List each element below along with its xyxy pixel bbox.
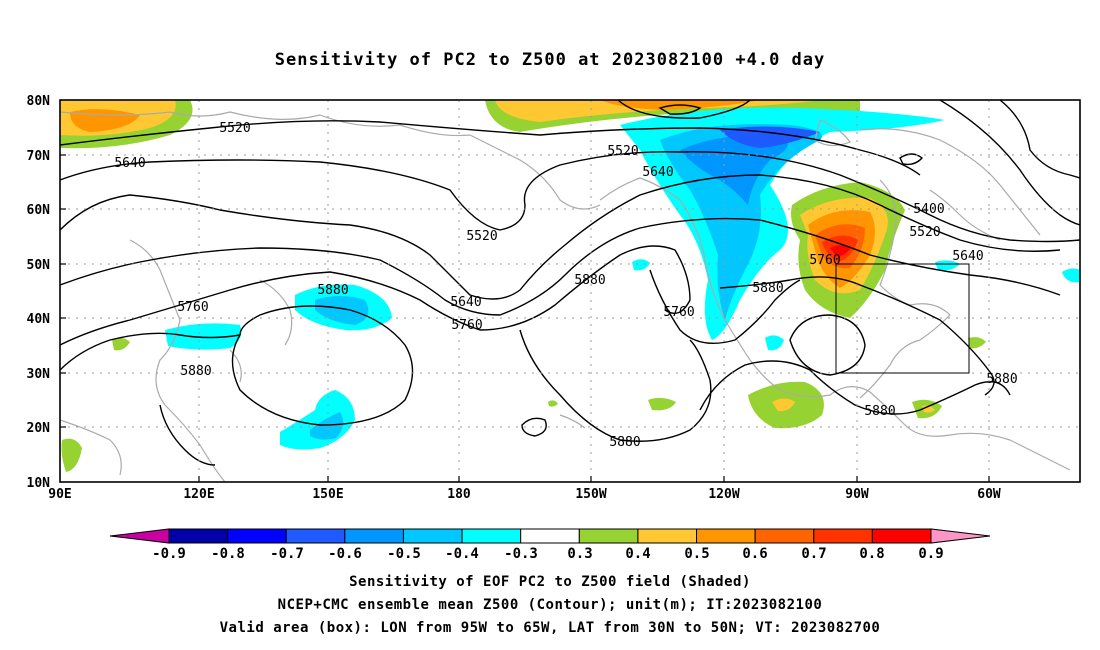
lat-tick-label: 30N xyxy=(27,367,51,382)
colorbar-segment xyxy=(696,528,756,544)
lat-axis-labels: 10N 20N 30N 40N 50N 60N 70N 80N xyxy=(27,94,51,491)
contour-label: 5760 xyxy=(451,318,482,333)
colorbar-segment xyxy=(461,528,522,544)
colorbar-label: 0.9 xyxy=(918,546,943,562)
lon-tick-label: 150E xyxy=(312,487,343,502)
lon-tick-label: 150W xyxy=(575,487,606,502)
axis-ticks xyxy=(60,154,990,482)
colorbar-label: -0.7 xyxy=(270,546,304,562)
lat-tick-label: 70N xyxy=(27,149,51,164)
contour-label: 5880 xyxy=(180,364,211,379)
colorbar-label: 0.7 xyxy=(801,546,826,562)
contour-label: 5760 xyxy=(663,305,694,320)
contour-label: 5640 xyxy=(450,295,481,310)
colorbar-label: 0.8 xyxy=(859,546,884,562)
colorbar-label: 0.5 xyxy=(684,546,709,562)
contour-label: 5880 xyxy=(574,273,605,288)
contour-label: 5640 xyxy=(642,165,673,180)
colorbar-segment xyxy=(285,528,346,544)
lon-tick-label: 180 xyxy=(447,487,471,502)
contour-label: 5880 xyxy=(986,372,1017,387)
colorbar-label: -0.8 xyxy=(211,546,245,562)
colorbar-segment xyxy=(578,528,639,544)
lon-tick-label: 120W xyxy=(708,487,739,502)
colorbar-segment xyxy=(520,528,580,544)
lat-tick-label: 50N xyxy=(27,258,51,273)
lon-axis-labels: 90E 120E 150E 180 150W 120W 90W 60W xyxy=(48,487,1001,502)
colorbar-label: -0.6 xyxy=(328,546,362,562)
colorbar-segment xyxy=(402,528,463,544)
contour-label: 5520 xyxy=(607,144,638,159)
lon-tick-label: 90W xyxy=(845,487,869,502)
contour-label: 5520 xyxy=(466,229,497,244)
contour-labels: 5520 5640 5520 5640 5520 5400 5520 5640 … xyxy=(114,121,1017,450)
chart-title: Sensitivity of PC2 to Z500 at 2023082100… xyxy=(274,50,826,70)
colorbar-label: 0.6 xyxy=(742,546,767,562)
colorbar-segment xyxy=(637,528,698,544)
caption-contour: NCEP+CMC ensemble mean Z500 (Contour); u… xyxy=(277,597,823,613)
colorbar-segment xyxy=(168,528,229,544)
contour-label: 5520 xyxy=(909,225,940,240)
contour-label: 5520 xyxy=(219,121,250,136)
caption-valid-area: Valid area (box): LON from 95W to 65W, L… xyxy=(219,620,881,636)
colorbar-segment xyxy=(754,528,815,544)
colorbar-label: 0.3 xyxy=(567,546,592,562)
colorbar-label: -0.5 xyxy=(387,546,421,562)
colorbar-label: -0.4 xyxy=(445,546,479,562)
contour-label: 5400 xyxy=(913,202,944,217)
colorbar-segment xyxy=(344,528,404,544)
contour-label: 5760 xyxy=(177,300,208,315)
lat-tick-label: 10N xyxy=(27,476,51,491)
contour-label: 5640 xyxy=(114,156,145,171)
colorbar-low-arrow xyxy=(109,528,170,544)
lon-tick-label: 120E xyxy=(183,487,214,502)
contour-label: 5880 xyxy=(864,404,895,419)
colorbar-label: 0.4 xyxy=(625,546,650,562)
colorbar-segment xyxy=(871,528,932,544)
lon-tick-label: 60W xyxy=(977,487,1001,502)
gridlines xyxy=(60,100,1080,482)
z500-contours xyxy=(60,100,1080,466)
contour-label: 5760 xyxy=(809,253,840,268)
colorbar-label: -0.3 xyxy=(504,546,538,562)
colorbar-high-arrow xyxy=(930,528,991,544)
caption-shaded: Sensitivity of EOF PC2 to Z500 field (Sh… xyxy=(349,574,751,590)
contour-label: 5880 xyxy=(317,283,348,298)
lat-tick-label: 60N xyxy=(27,203,51,218)
colorbar-label: -0.9 xyxy=(152,546,186,562)
colorbar-segment xyxy=(813,528,873,544)
colorbar: -0.9 -0.8 -0.7 -0.6 -0.5 -0.4 -0.3 0.3 0… xyxy=(109,528,991,562)
contour-label: 5880 xyxy=(609,435,640,450)
lat-tick-label: 20N xyxy=(27,421,51,436)
colorbar-segment xyxy=(227,528,287,544)
lat-tick-label: 40N xyxy=(27,312,51,327)
contour-label: 5880 xyxy=(752,281,783,296)
coastlines xyxy=(60,111,1071,482)
lon-tick-label: 90E xyxy=(48,487,71,502)
lat-tick-label: 80N xyxy=(27,94,51,109)
valid-area-box xyxy=(835,263,970,374)
plot-frame xyxy=(59,99,1081,483)
contour-label: 5640 xyxy=(952,249,983,264)
shaded-sensitivity xyxy=(60,100,1080,472)
